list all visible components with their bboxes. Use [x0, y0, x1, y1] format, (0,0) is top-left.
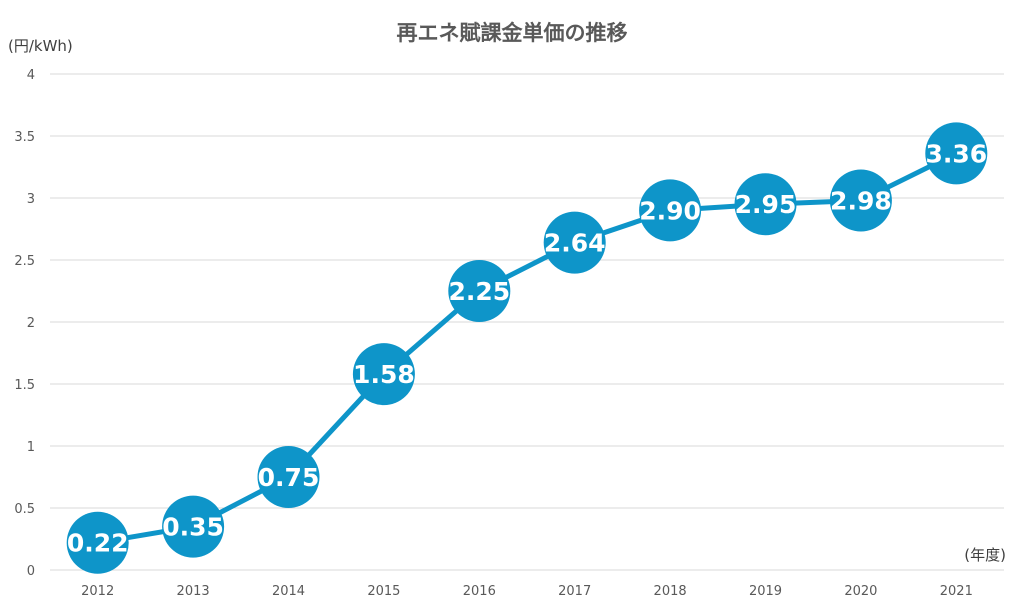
data-point-marker [829, 169, 892, 232]
x-tick-label: 2021 [940, 584, 973, 599]
y-tick-label: 1 [27, 440, 35, 455]
y-tick-label: 1.5 [14, 378, 35, 393]
data-point: 3.36 [925, 122, 988, 185]
data-label: 2.98 [830, 186, 892, 215]
data-label: 0.22 [67, 529, 129, 558]
y-axis-unit-label: (円/kWh) [8, 37, 73, 55]
data-points: 0.22 0.35 0.75 1.58 2.25 2.64 2.90 2.95 2.98 3.36 [66, 122, 988, 574]
x-tick-label: 2012 [81, 584, 114, 599]
data-point-marker [66, 511, 129, 574]
x-axis-ticks: 2012 2013 2014 2015 2016 2017 2018 2019 2020 2021 [81, 584, 973, 599]
y-tick-label: 2.5 [14, 254, 35, 269]
data-label: 2.64 [544, 229, 606, 258]
series-line [95, 150, 959, 546]
data-point-marker [448, 260, 511, 322]
data-point: 0.35 [162, 495, 225, 558]
x-tick-label: 2017 [558, 584, 591, 599]
data-point: 2.25 [448, 260, 511, 322]
x-axis-unit-label: (年度) [964, 546, 1006, 564]
data-label: 2.95 [735, 190, 797, 219]
data-point: 2.95 [734, 173, 797, 236]
data-point-marker [257, 446, 320, 508]
data-point: 2.64 [543, 211, 606, 274]
data-point-marker [352, 343, 415, 406]
x-tick-label: 2013 [177, 584, 210, 599]
y-tick-label: 2 [27, 316, 35, 331]
data-label: 3.36 [925, 139, 987, 168]
x-tick-label: 2018 [654, 584, 687, 599]
y-tick-label: 0 [27, 564, 35, 579]
data-label: 0.75 [258, 463, 320, 492]
data-label: 1.58 [353, 360, 415, 389]
data-label: 2.90 [639, 196, 701, 225]
data-point: 1.58 [352, 343, 415, 406]
x-tick-label: 2014 [272, 584, 305, 599]
data-point-marker [734, 173, 797, 236]
series-line-layer [95, 150, 959, 546]
chart-title: 再エネ賦課金単価の推移 [397, 21, 628, 45]
data-label: 2.25 [448, 277, 510, 306]
data-point-marker [543, 211, 606, 274]
y-tick-label: 3 [27, 192, 35, 207]
y-tick-label: 0.5 [14, 502, 35, 517]
data-point: 0.75 [257, 446, 320, 508]
data-point-marker [162, 495, 225, 558]
x-tick-label: 2019 [749, 584, 782, 599]
x-tick-label: 2015 [367, 584, 400, 599]
data-point: 2.90 [639, 179, 702, 242]
y-axis-ticks: 0 0.5 1 1.5 2 2.5 3 3.5 4 [14, 68, 35, 579]
data-point-marker [925, 122, 988, 185]
data-point: 2.98 [829, 169, 892, 232]
y-tick-label: 3.5 [14, 130, 35, 145]
x-tick-label: 2020 [844, 584, 877, 599]
data-point: 0.22 [66, 511, 129, 574]
x-tick-label: 2016 [463, 584, 496, 599]
data-point-marker [639, 179, 702, 242]
y-tick-label: 4 [27, 68, 35, 83]
data-label: 0.35 [162, 513, 224, 542]
